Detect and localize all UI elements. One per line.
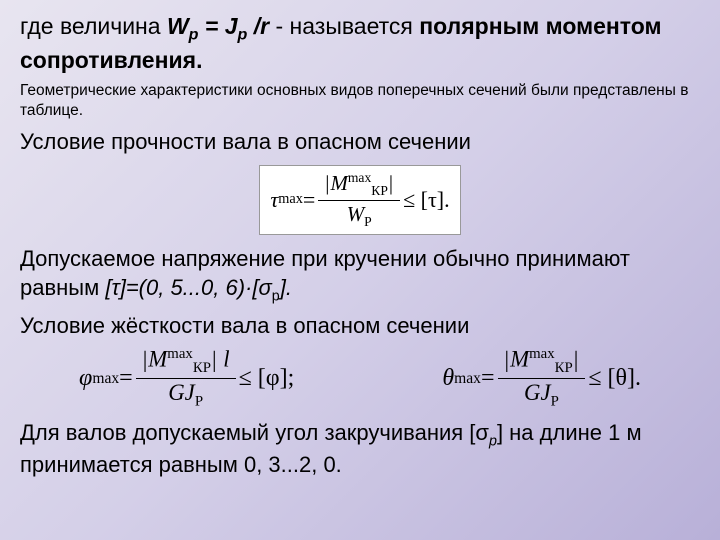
title-line: где величина Wp = Jp /r - называется пол… <box>20 12 700 75</box>
fraction: |MmaxКР| l GJP <box>136 346 236 411</box>
title-post: - называется <box>269 13 419 39</box>
geometric-note: Геометрические характеристики основных в… <box>20 81 700 120</box>
closing-text: Для валов допускаемый угол закручивания … <box>20 419 700 480</box>
formula-phi: φmax = |MmaxКР| l GJP ≤ [φ]; <box>79 346 294 411</box>
strength-condition-label: Условие прочности вала в опасном сечении <box>20 128 700 157</box>
var-wp: Wp = Jp /r <box>167 13 269 39</box>
formula-theta: θmax = |MmaxКР| GJP ≤ [θ]. <box>442 346 641 411</box>
formula-strength: τmax = |MmaxКР| WP ≤ [τ]. <box>259 165 460 235</box>
fraction: |MmaxКР| GJP <box>498 346 586 411</box>
allowable-text: Допускаемое напряжение при кручении обыч… <box>20 245 700 306</box>
title-pre: где величина <box>20 13 167 39</box>
fraction: |MmaxКР| WP <box>318 170 400 230</box>
formula-strength-row: τmax = |MmaxКР| WP ≤ [τ]. <box>20 165 700 235</box>
allowable-formula: [τ]=(0, 5...0, 6)·[σр]. <box>105 275 292 300</box>
formula-stiffness-row: φmax = |MmaxКР| l GJP ≤ [φ]; θmax = |Mma… <box>20 346 700 411</box>
stiffness-condition-label: Условие жёсткости вала в опасном сечении <box>20 312 700 341</box>
